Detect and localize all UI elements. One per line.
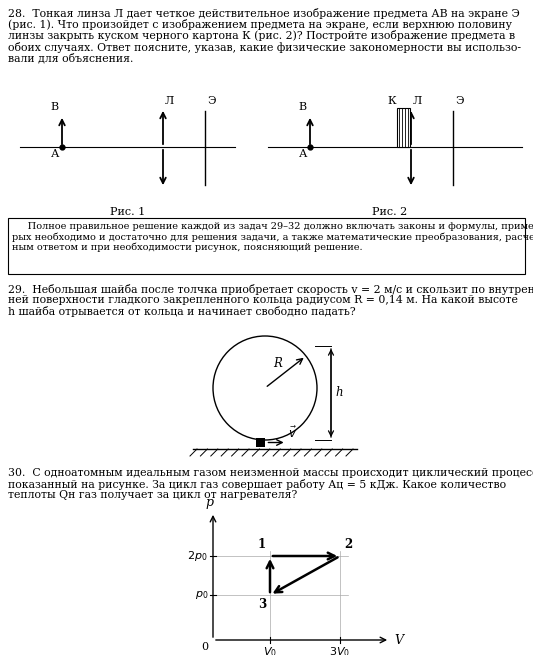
Text: V: V — [394, 633, 403, 646]
Text: Полное правильное решение каждой из задач 29–32 должно включать законы и формулы: Полное правильное решение каждой из зада… — [12, 222, 533, 231]
Text: h: h — [335, 386, 343, 400]
Text: $V_0$: $V_0$ — [263, 645, 277, 655]
Text: p: p — [205, 496, 213, 509]
Text: Л: Л — [165, 96, 174, 106]
Text: В: В — [299, 102, 307, 112]
Text: 1: 1 — [258, 538, 266, 551]
Text: теплоты Qн газ получает за цикл от нагревателя?: теплоты Qн газ получает за цикл от нагре… — [8, 491, 297, 500]
Text: вали для объяснения.: вали для объяснения. — [8, 53, 133, 64]
Bar — [255, 438, 264, 447]
Text: ней поверхности гладкого закрепленного кольца радиусом R = 0,14 м. На какой высо: ней поверхности гладкого закрепленного к… — [8, 295, 518, 305]
Text: Рис. 2: Рис. 2 — [373, 207, 408, 217]
Text: (рис. 1). Что произойдет с изображением предмета на экране, если верхнюю половин: (рис. 1). Что произойдет с изображением … — [8, 19, 512, 30]
Text: $\vec{v}$: $\vec{v}$ — [288, 426, 297, 441]
Text: 2: 2 — [344, 538, 352, 551]
Text: 28.  Тонкая линза Л дает четкое действительное изображение предмета АВ на экране: 28. Тонкая линза Л дает четкое действите… — [8, 8, 520, 19]
Text: Л: Л — [413, 96, 422, 106]
Text: h шайба отрывается от кольца и начинает свободно падать?: h шайба отрывается от кольца и начинает … — [8, 307, 356, 318]
Text: В: В — [51, 102, 59, 112]
Text: рых необходимо и достаточно для решения задачи, а также математические преобразо: рых необходимо и достаточно для решения … — [12, 233, 533, 242]
Text: $2p_0$: $2p_0$ — [188, 549, 208, 563]
Text: ным ответом и при необходимости рисунок, поясняющий решение.: ным ответом и при необходимости рисунок,… — [12, 243, 362, 252]
Text: обоих случаях. Ответ поясните, указав, какие физические закономерности вы исполь: обоих случаях. Ответ поясните, указав, к… — [8, 42, 521, 52]
Text: $p_0$: $p_0$ — [195, 589, 208, 601]
Text: 3: 3 — [258, 598, 266, 611]
Text: Э: Э — [455, 96, 464, 106]
Text: Э: Э — [207, 96, 215, 106]
Bar — [8, 218, 525, 274]
Text: К: К — [387, 96, 396, 106]
Bar — [397, 108, 410, 147]
Text: Рис. 1: Рис. 1 — [110, 207, 146, 217]
Text: $3V_0$: $3V_0$ — [329, 645, 351, 655]
Text: 30.  С одноатомным идеальным газом неизменной массы происходит циклический проце: 30. С одноатомным идеальным газом неизме… — [8, 468, 533, 478]
Text: 29.  Небольшая шайба после толчка приобретает скорость v = 2 м/с и скользит по в: 29. Небольшая шайба после толчка приобре… — [8, 284, 533, 295]
Text: А: А — [51, 149, 59, 159]
Text: R: R — [273, 357, 282, 370]
Text: показанный на рисунке. За цикл газ совершает работу Aц = 5 кДж. Какое количество: показанный на рисунке. За цикл газ совер… — [8, 479, 506, 490]
Text: А: А — [298, 149, 307, 159]
Text: 0: 0 — [201, 642, 208, 652]
Text: линзы закрыть куском черного картона К (рис. 2)? Постройте изображение предмета : линзы закрыть куском черного картона К (… — [8, 30, 515, 41]
